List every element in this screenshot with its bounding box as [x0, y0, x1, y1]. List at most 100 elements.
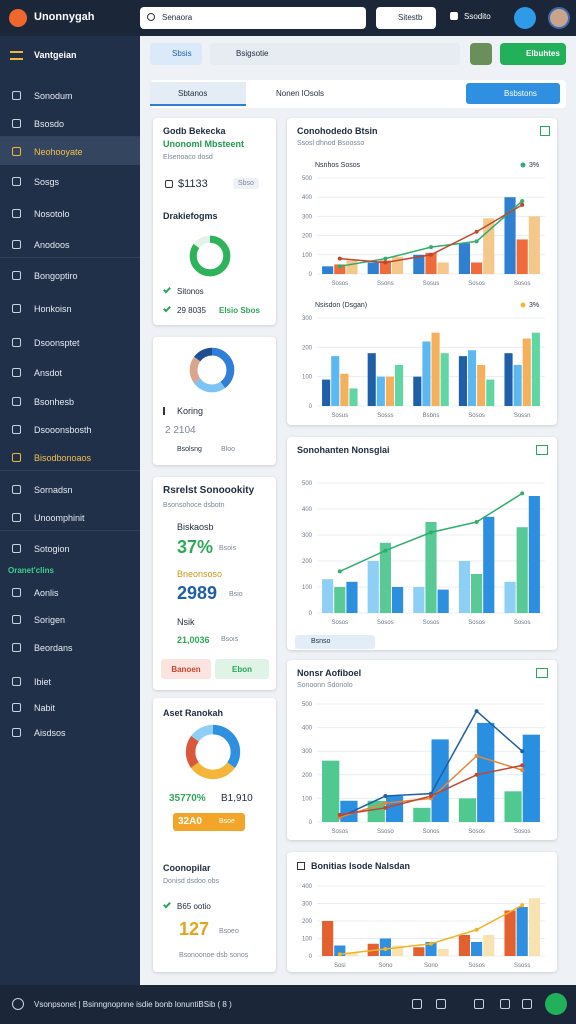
tag: Elsio Sbos: [219, 306, 260, 315]
bar: [425, 252, 437, 274]
menu-icon[interactable]: [10, 51, 23, 60]
nav-item[interactable]: Anodoos: [34, 240, 70, 250]
nav-item[interactable]: Ansdot: [34, 368, 63, 378]
bar: [440, 353, 449, 406]
nav-icon: [12, 147, 21, 156]
primary-button[interactable]: Elbuhtes: [500, 43, 566, 65]
row-unit: Bsois: [219, 545, 237, 552]
nav-item[interactable]: Bongoptiro: [34, 271, 78, 281]
bar: [504, 910, 516, 956]
donut-segment: [189, 347, 235, 393]
nav-item[interactable]: Beordans: [34, 643, 73, 653]
nav-item[interactable]: Bsosdo: [34, 119, 65, 129]
nav-item[interactable]: Nosotolo: [34, 209, 70, 219]
panel-icon[interactable]: [536, 668, 548, 678]
line-point: [520, 768, 525, 773]
chart: 0 100 200 300 400 Sosi Sono Sono Sosos Ssoss: [291, 880, 553, 970]
nav-item[interactable]: Ibiet: [34, 677, 52, 687]
bar: [413, 254, 425, 274]
nav-item[interactable]: Nabit: [34, 703, 56, 713]
nav-item[interactable]: Sorigen: [34, 615, 66, 625]
y-tick-label: 500: [302, 481, 313, 487]
y-tick-label: 300: [302, 214, 313, 220]
nav-item[interactable]: Bsonhesb: [34, 397, 75, 407]
footer: Vsonpsonet | Bsinngnopnne isdie bonb lon…: [0, 985, 576, 1024]
x-tick-label: Ssons: [377, 281, 394, 287]
card: Godb Bekecka Unonoml Mbsteent Elsenoaco …: [153, 118, 276, 325]
bar: [322, 921, 334, 956]
nav-item[interactable]: Sosgs: [34, 177, 60, 187]
user-icon: [450, 12, 458, 20]
x-tick-label: Bsbns: [423, 413, 440, 419]
notifications[interactable]: [514, 7, 536, 29]
help-button[interactable]: [545, 993, 567, 1015]
bar: [322, 266, 334, 274]
button[interactable]: Banoen: [161, 659, 211, 679]
footer-icon[interactable]: [436, 999, 446, 1009]
nav-item[interactable]: Sotogion: [34, 544, 70, 554]
footer-icon[interactable]: [522, 999, 532, 1009]
nav-item[interactable]: Sonodum: [34, 91, 73, 101]
action-button[interactable]: Sitestb: [376, 7, 436, 29]
legend-chip[interactable]: Bsnso: [295, 635, 375, 649]
panel-icon[interactable]: [540, 126, 550, 136]
check: [163, 285, 171, 294]
nav-item[interactable]: Honkoisn: [34, 304, 72, 314]
profile-thumb[interactable]: [470, 43, 492, 65]
line-series: [339, 709, 523, 818]
line-point: [474, 927, 479, 932]
filter-button[interactable]: Bsbstons: [466, 83, 560, 104]
panel-icon[interactable]: [536, 445, 548, 455]
line-point: [520, 903, 525, 908]
line-point: [474, 520, 479, 524]
filter-select[interactable]: Sbtanos: [150, 82, 246, 106]
nav-icon: [12, 513, 21, 522]
section-note: Donisd dsdoo obs: [163, 878, 220, 885]
search-box[interactable]: Senaora: [140, 7, 366, 29]
card-title: Rsrelst Sonoookity: [163, 485, 255, 496]
donut: [189, 235, 231, 277]
tab[interactable]: Sbsis: [150, 43, 202, 65]
y-tick-label: 300: [302, 749, 313, 755]
toolbar-search[interactable]: Bsigsotie: [210, 43, 460, 65]
bar: [516, 527, 528, 613]
bar: [516, 907, 528, 956]
chart-svg: Nsisdon (Dsgan) 3% 0 100 200 300 Sosus Sosss Bsb…: [302, 302, 545, 419]
avatar[interactable]: [548, 7, 570, 29]
bar: [334, 945, 346, 956]
nav-item[interactable]: Sornadsn: [34, 485, 73, 495]
top-bar: Unonnygah Senaora Sitestb Ssodito: [0, 0, 576, 36]
bar: [395, 364, 404, 406]
button[interactable]: Ebon: [215, 659, 269, 679]
nav-item[interactable]: Dsoonsptet: [34, 338, 80, 348]
nav-item[interactable]: Unoomphinit: [34, 513, 85, 523]
nav-item[interactable]: Dsooonsbosth: [34, 425, 92, 435]
line-point: [429, 530, 433, 535]
line-point: [520, 491, 525, 496]
y-tick-label: 100: [302, 585, 313, 591]
bar: [391, 945, 404, 956]
user-name[interactable]: Ssodito: [464, 12, 491, 21]
bar: [422, 341, 431, 406]
footer-icon[interactable]: [412, 999, 422, 1009]
nav-icon: [12, 485, 21, 494]
legend-label: Nsnhos Sosos: [315, 162, 361, 169]
nav-icon: [12, 703, 21, 712]
bar: [522, 734, 540, 822]
nav-icon: [12, 368, 21, 377]
row-value: 2989: [177, 583, 218, 603]
x-tick-label: Sosos: [331, 829, 348, 835]
nav-item[interactable]: Aonlis: [34, 588, 59, 598]
line-point: [383, 801, 388, 806]
panel-title: Nonsr Aofiboel: [297, 668, 362, 678]
bar: [346, 581, 358, 613]
bar: [458, 356, 467, 406]
line-point: [474, 709, 479, 714]
nav-item[interactable]: Aisdsos: [34, 728, 66, 738]
nav-item[interactable]: Neohooyate: [34, 147, 83, 157]
footer-icon[interactable]: [500, 999, 510, 1009]
filter-option[interactable]: Nonen lOsols: [276, 89, 325, 98]
footer-icon[interactable]: [474, 999, 484, 1009]
nav-item[interactable]: Bisodbonoaos: [34, 453, 92, 463]
